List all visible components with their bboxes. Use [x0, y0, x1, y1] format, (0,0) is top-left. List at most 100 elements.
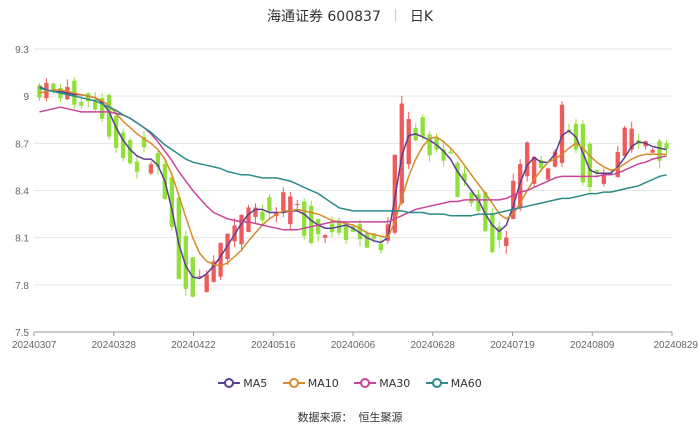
candle-body: [141, 136, 147, 148]
legend-label-ma30: MA30: [379, 377, 411, 390]
candle-body: [364, 233, 370, 248]
y-tick-label: 8.7: [15, 139, 29, 150]
candle-body: [357, 223, 363, 240]
source-value: 恒生聚源: [358, 411, 403, 424]
candle-body: [371, 233, 377, 239]
candle-body: [309, 205, 314, 244]
candle-body: [350, 226, 356, 232]
candle-body: [113, 115, 119, 148]
candle-body: [518, 164, 523, 209]
candle-body: [559, 104, 565, 163]
candle-body: [253, 207, 258, 217]
data-source: 数据来源： 恒生聚源: [0, 409, 700, 425]
chart-title: 海通证券 600837 日K: [0, 6, 700, 26]
candle-body: [79, 101, 84, 106]
y-tick-label: 9: [23, 92, 29, 103]
candle-body: [497, 226, 502, 240]
x-tick-label: 20240307: [12, 340, 57, 351]
candle-body: [490, 213, 495, 253]
legend-item-ma30[interactable]: MA30: [354, 377, 410, 390]
candle-body: [441, 149, 446, 161]
candle-body: [629, 128, 634, 150]
candle-body: [664, 143, 669, 149]
candle-body: [483, 192, 488, 232]
candle-body: [615, 151, 620, 178]
x-tick-label: 20240516: [251, 340, 296, 351]
x-tick-label: 20240719: [490, 340, 535, 351]
candle-body: [204, 274, 209, 293]
candle-body: [148, 164, 154, 174]
candle-body: [86, 93, 91, 102]
candle-body: [176, 197, 181, 279]
candle-body: [476, 194, 481, 211]
legend-label-ma10: MA10: [307, 377, 339, 390]
candle-body: [531, 156, 537, 184]
candle-body: [462, 173, 467, 182]
kline-chart: 7.5 7.8 8.1 8.4 8.7 9 9.3 20240307 20240328 20240…: [12, 45, 699, 351]
legend: MA5 MA10 MA30 MA60: [0, 377, 700, 390]
title-divider: [394, 9, 396, 22]
stock-name-code: 海通证券 600837: [266, 9, 381, 25]
legend-label-ma5: MA5: [243, 377, 268, 390]
ma10-legend-icon: [282, 378, 305, 388]
candle-body: [322, 235, 328, 238]
candle-body: [601, 174, 606, 184]
candle-body: [134, 161, 140, 172]
candle-body: [316, 218, 321, 235]
candle-body: [302, 201, 307, 236]
candle-body: [538, 160, 544, 168]
candle-body: [455, 162, 460, 197]
candle-body: [260, 211, 265, 221]
ma30-legend-icon: [354, 378, 377, 388]
candle-body: [525, 142, 530, 177]
candle-body: [106, 94, 112, 137]
y-tick-label: 8.4: [15, 187, 29, 198]
x-tick-label: 20240628: [411, 340, 456, 351]
x-tick-label: 20240328: [92, 340, 137, 351]
candle-body: [267, 197, 272, 212]
legend-item-ma5[interactable]: MA5: [218, 377, 267, 390]
candle-body: [399, 103, 404, 204]
x-tick-label: 20240606: [331, 340, 376, 351]
candle-body: [504, 237, 509, 246]
candle-body: [246, 207, 251, 232]
legend-label-ma60: MA60: [450, 377, 482, 390]
legend-item-ma10[interactable]: MA10: [282, 377, 339, 390]
candle-body: [420, 117, 425, 138]
y-tick-label: 9.3: [15, 45, 29, 56]
candle-body: [378, 243, 384, 250]
candle-body: [211, 261, 216, 282]
ma60-legend-icon: [425, 378, 448, 388]
candle-body: [183, 235, 188, 289]
candle-body: [511, 180, 516, 220]
candle-body: [93, 99, 98, 110]
candle-body: [406, 119, 411, 165]
candle-body: [155, 153, 161, 167]
candle-body: [385, 224, 390, 241]
y-tick-label: 7.8: [15, 281, 29, 292]
candle-body: [239, 214, 244, 245]
source-label: 数据来源：: [297, 411, 353, 424]
candle-body: [37, 85, 42, 98]
candle-body: [343, 224, 349, 241]
candle-body: [448, 151, 453, 154]
period-label: 日K: [409, 9, 434, 25]
candle-body: [51, 83, 56, 90]
candle-body: [469, 192, 474, 203]
candle-body: [281, 192, 286, 211]
y-tick-label: 8.1: [15, 234, 29, 245]
candle-body: [197, 276, 202, 278]
candle-body: [100, 97, 105, 119]
candle-body: [127, 140, 133, 164]
x-tick-label: 20240422: [171, 340, 216, 351]
candle-body: [594, 170, 600, 173]
candle-body: [427, 134, 432, 156]
candle-body: [295, 203, 300, 205]
candle-body: [587, 143, 593, 188]
legend-item-ma60[interactable]: MA60: [425, 377, 482, 390]
ma5-legend-icon: [218, 378, 241, 388]
x-tick-label: 20240829: [654, 340, 699, 351]
candle-body: [622, 127, 627, 156]
candle-body: [650, 149, 655, 153]
candle-body: [434, 138, 439, 150]
